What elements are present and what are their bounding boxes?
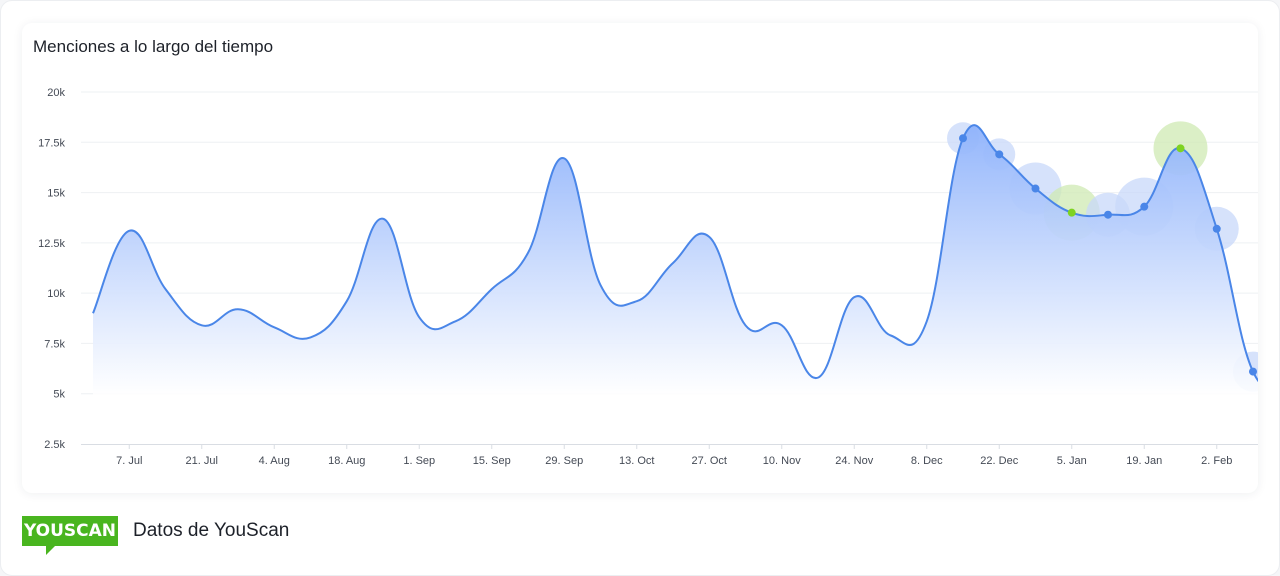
data-point[interactable]	[995, 150, 1004, 159]
y-tick-label: 17.5k	[38, 137, 65, 149]
y-tick-label: 12.5k	[38, 238, 65, 250]
x-tick-label: 15. Sep	[473, 455, 511, 467]
mentions-area-chart[interactable]: 2.5k 5k 7.5k 10k 12.5k 15k 17.5k 20k 7. Jul 21. …	[22, 23, 1258, 493]
x-tick-label: 18. Aug	[328, 455, 365, 467]
x-tick-label: 21. Jul	[186, 455, 218, 467]
x-tick-label: 2. Feb	[1201, 455, 1232, 467]
data-point[interactable]	[1031, 184, 1040, 193]
x-tick-label: 7. Jul	[116, 455, 142, 467]
x-tick-label: 5. Jan	[1057, 455, 1087, 467]
x-tick-label: 4. Aug	[259, 455, 290, 467]
x-axis: 7. Jul 21. Jul 4. Aug 18. Aug 1. Sep 15. Sep 2…	[116, 444, 1232, 467]
marker-layer	[959, 134, 1257, 376]
logo-tail-shape	[46, 546, 55, 555]
x-tick-label: 8. Dec	[911, 455, 943, 467]
data-point[interactable]	[959, 134, 967, 143]
y-tick-label: 15k	[47, 188, 65, 200]
data-point[interactable]	[1249, 367, 1257, 376]
y-tick-label: 5k	[53, 389, 65, 401]
x-tick-label: 10. Nov	[763, 455, 801, 467]
x-tick-label: 13. Oct	[619, 455, 654, 467]
y-tick-label: 10k	[47, 288, 65, 300]
data-point[interactable]	[1212, 224, 1221, 233]
chart-title: Menciones a lo largo del tiempo	[33, 37, 274, 56]
x-tick-label: 19. Jan	[1126, 455, 1162, 467]
data-point[interactable]	[1140, 202, 1149, 211]
highlight-point[interactable]	[1176, 144, 1185, 153]
y-tick-label: 2.5k	[44, 439, 65, 451]
y-axis: 2.5k 5k 7.5k 10k 12.5k 15k 17.5k 20k	[38, 87, 65, 451]
x-tick-label: 22. Dec	[980, 455, 1018, 467]
footer: YOUSCAN Datos de YouScan	[22, 516, 622, 556]
data-point[interactable]	[1104, 210, 1112, 219]
x-tick-label: 24. Nov	[835, 455, 873, 467]
y-tick-label: 20k	[47, 87, 65, 99]
youscan-logo: YOUSCAN	[22, 516, 118, 546]
x-tick-label: 29. Sep	[545, 455, 583, 467]
area-fill	[93, 125, 1258, 396]
x-tick-label: 1. Sep	[403, 455, 435, 467]
highlight-point[interactable]	[1067, 208, 1076, 217]
series-line	[92, 124, 1258, 382]
x-tick-label: 27. Oct	[692, 455, 727, 467]
source-text: Datos de YouScan	[133, 520, 290, 541]
chart-card: Menciones a lo largo del tiempo 2.5k 5k 7.…	[22, 23, 1258, 493]
y-tick-label: 7.5k	[44, 338, 65, 350]
